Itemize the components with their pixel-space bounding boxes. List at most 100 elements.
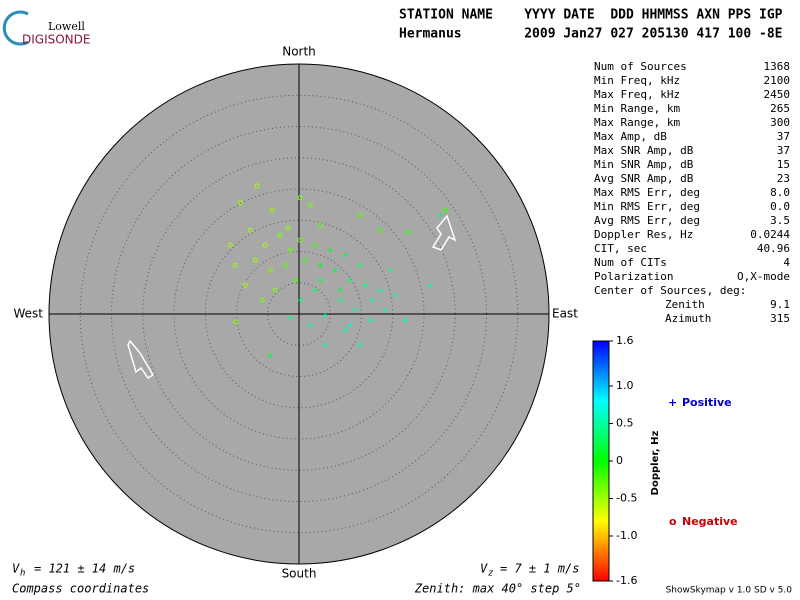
source-positive: [367, 317, 373, 323]
stat-label: Min SNR Amp, dB: [594, 158, 694, 171]
legend-negative-symbol: o: [669, 515, 677, 528]
source-negative: [247, 227, 253, 233]
source-negative: [277, 232, 283, 238]
north-label: North: [282, 45, 316, 59]
east-label: East: [552, 307, 578, 321]
source-positive: [322, 342, 328, 348]
azimuth-value: 315: [770, 312, 790, 325]
source-positive: [427, 282, 433, 288]
stat-label: Avg RMS Err, deg: [594, 214, 700, 227]
stat-value: 2450: [764, 88, 791, 101]
stat-value: 8.0: [770, 186, 790, 199]
source-negative: [307, 202, 313, 208]
stat-label: Max Amp, dB: [594, 130, 667, 143]
stat-label: Max Range, km: [594, 116, 680, 129]
stat-label: Doppler Res, Hz: [594, 228, 693, 241]
source-negative: [262, 242, 268, 248]
source-negative: [302, 257, 308, 263]
source-positive: [337, 287, 343, 293]
coords-note: Compass coordinates: [12, 582, 149, 596]
source-positive: [287, 315, 293, 321]
logo-bottom: DIGISONDE: [22, 33, 90, 47]
source-negative: [232, 262, 238, 268]
drift-arrow: [431, 214, 457, 251]
stat-label: Avg SNR Amp, dB: [594, 172, 694, 185]
vz-symbol: V: [480, 562, 488, 576]
source-negative: [254, 183, 260, 189]
zenith-label: Zenith: [665, 298, 705, 311]
zenith-value: 9.1: [770, 298, 790, 311]
source-positive: [347, 277, 353, 283]
source-positive: [312, 287, 318, 293]
colorbar-tick-label: -1.0: [616, 529, 637, 542]
vh-symbol: V: [12, 562, 20, 576]
source-positive: [369, 297, 375, 303]
source-negative: [242, 282, 248, 288]
zenith-note: Zenith: max 40° step 5°: [414, 582, 581, 596]
stat-value: 37: [777, 130, 790, 143]
colorbar-tick-label: -1.6: [616, 574, 637, 587]
logo-top: Lowell: [48, 20, 85, 33]
stat-label: Min Freq, kHz: [594, 74, 680, 87]
source-negative: [233, 319, 239, 325]
source-positive: [297, 297, 303, 303]
source-negative: [312, 242, 318, 248]
source-positive: [362, 282, 368, 288]
stat-value: 23: [777, 172, 790, 185]
legend-negative: Negative: [682, 515, 738, 528]
source-negative: [285, 225, 291, 231]
source-negative: [252, 257, 258, 263]
source-negative: [357, 212, 363, 218]
source-positive: [327, 247, 333, 253]
stat-value: 0.0244: [750, 228, 790, 241]
legend-positive-symbol: +: [668, 396, 677, 409]
stat-label: Polarization: [594, 270, 673, 283]
source-negative: [227, 242, 233, 248]
source-positive: [332, 267, 338, 273]
source-positive: [337, 297, 343, 303]
source-positive: [342, 327, 348, 333]
stat-label: Num of Sources: [594, 60, 687, 73]
source-positive: [402, 317, 408, 323]
colorbar-tick-label: 1.0: [616, 379, 634, 392]
legend-positive: Positive: [682, 396, 732, 409]
stat-value: 2100: [764, 74, 791, 87]
source-negative: [269, 207, 275, 213]
source-negative: [297, 195, 303, 201]
colorbar: [592, 340, 610, 582]
header-values: Hermanus 2009 Jan27 027 205130 417 100 -…: [399, 27, 783, 42]
source-positive: [352, 307, 358, 313]
source-positive: [322, 312, 328, 318]
source-positive: [377, 287, 383, 293]
west-label: West: [13, 307, 43, 321]
stat-label: Max Freq, kHz: [594, 88, 680, 101]
stat-value: 15: [777, 158, 790, 171]
stat-value: 37: [777, 144, 790, 157]
source-negative: [272, 287, 278, 293]
stat-value: 300: [770, 116, 790, 129]
source-negative: [267, 267, 273, 273]
source-positive: [347, 322, 353, 328]
stat-label: CIT, sec: [594, 242, 647, 255]
stat-value: 1368: [764, 60, 791, 73]
source-positive: [357, 262, 363, 268]
colorbar-tick-label: -0.5: [616, 492, 637, 505]
vh-sub: h: [20, 569, 25, 579]
stat-label: Max RMS Err, deg: [594, 186, 700, 199]
stat-label: Min RMS Err, deg: [594, 200, 700, 213]
stat-value: 265: [770, 102, 790, 115]
source-negative: [237, 200, 243, 206]
source-negative: [406, 229, 412, 235]
source-negative: [377, 227, 383, 233]
stat-label: Num of CITs: [594, 256, 667, 269]
stat-label: Max SNR Amp, dB: [594, 144, 694, 157]
vz-text: = 7 ± 1 m/s: [500, 562, 579, 576]
source-negative: [287, 247, 293, 253]
header-labels: STATION NAME YYYY DATE DDD HHMMSS AXN PP…: [399, 8, 783, 23]
stat-value: 0.0: [770, 200, 790, 213]
stat-value: 4: [783, 256, 790, 269]
azimuth-label: Azimuth: [665, 312, 711, 325]
stat-value: 40.96: [757, 242, 790, 255]
source-positive: [342, 252, 348, 258]
